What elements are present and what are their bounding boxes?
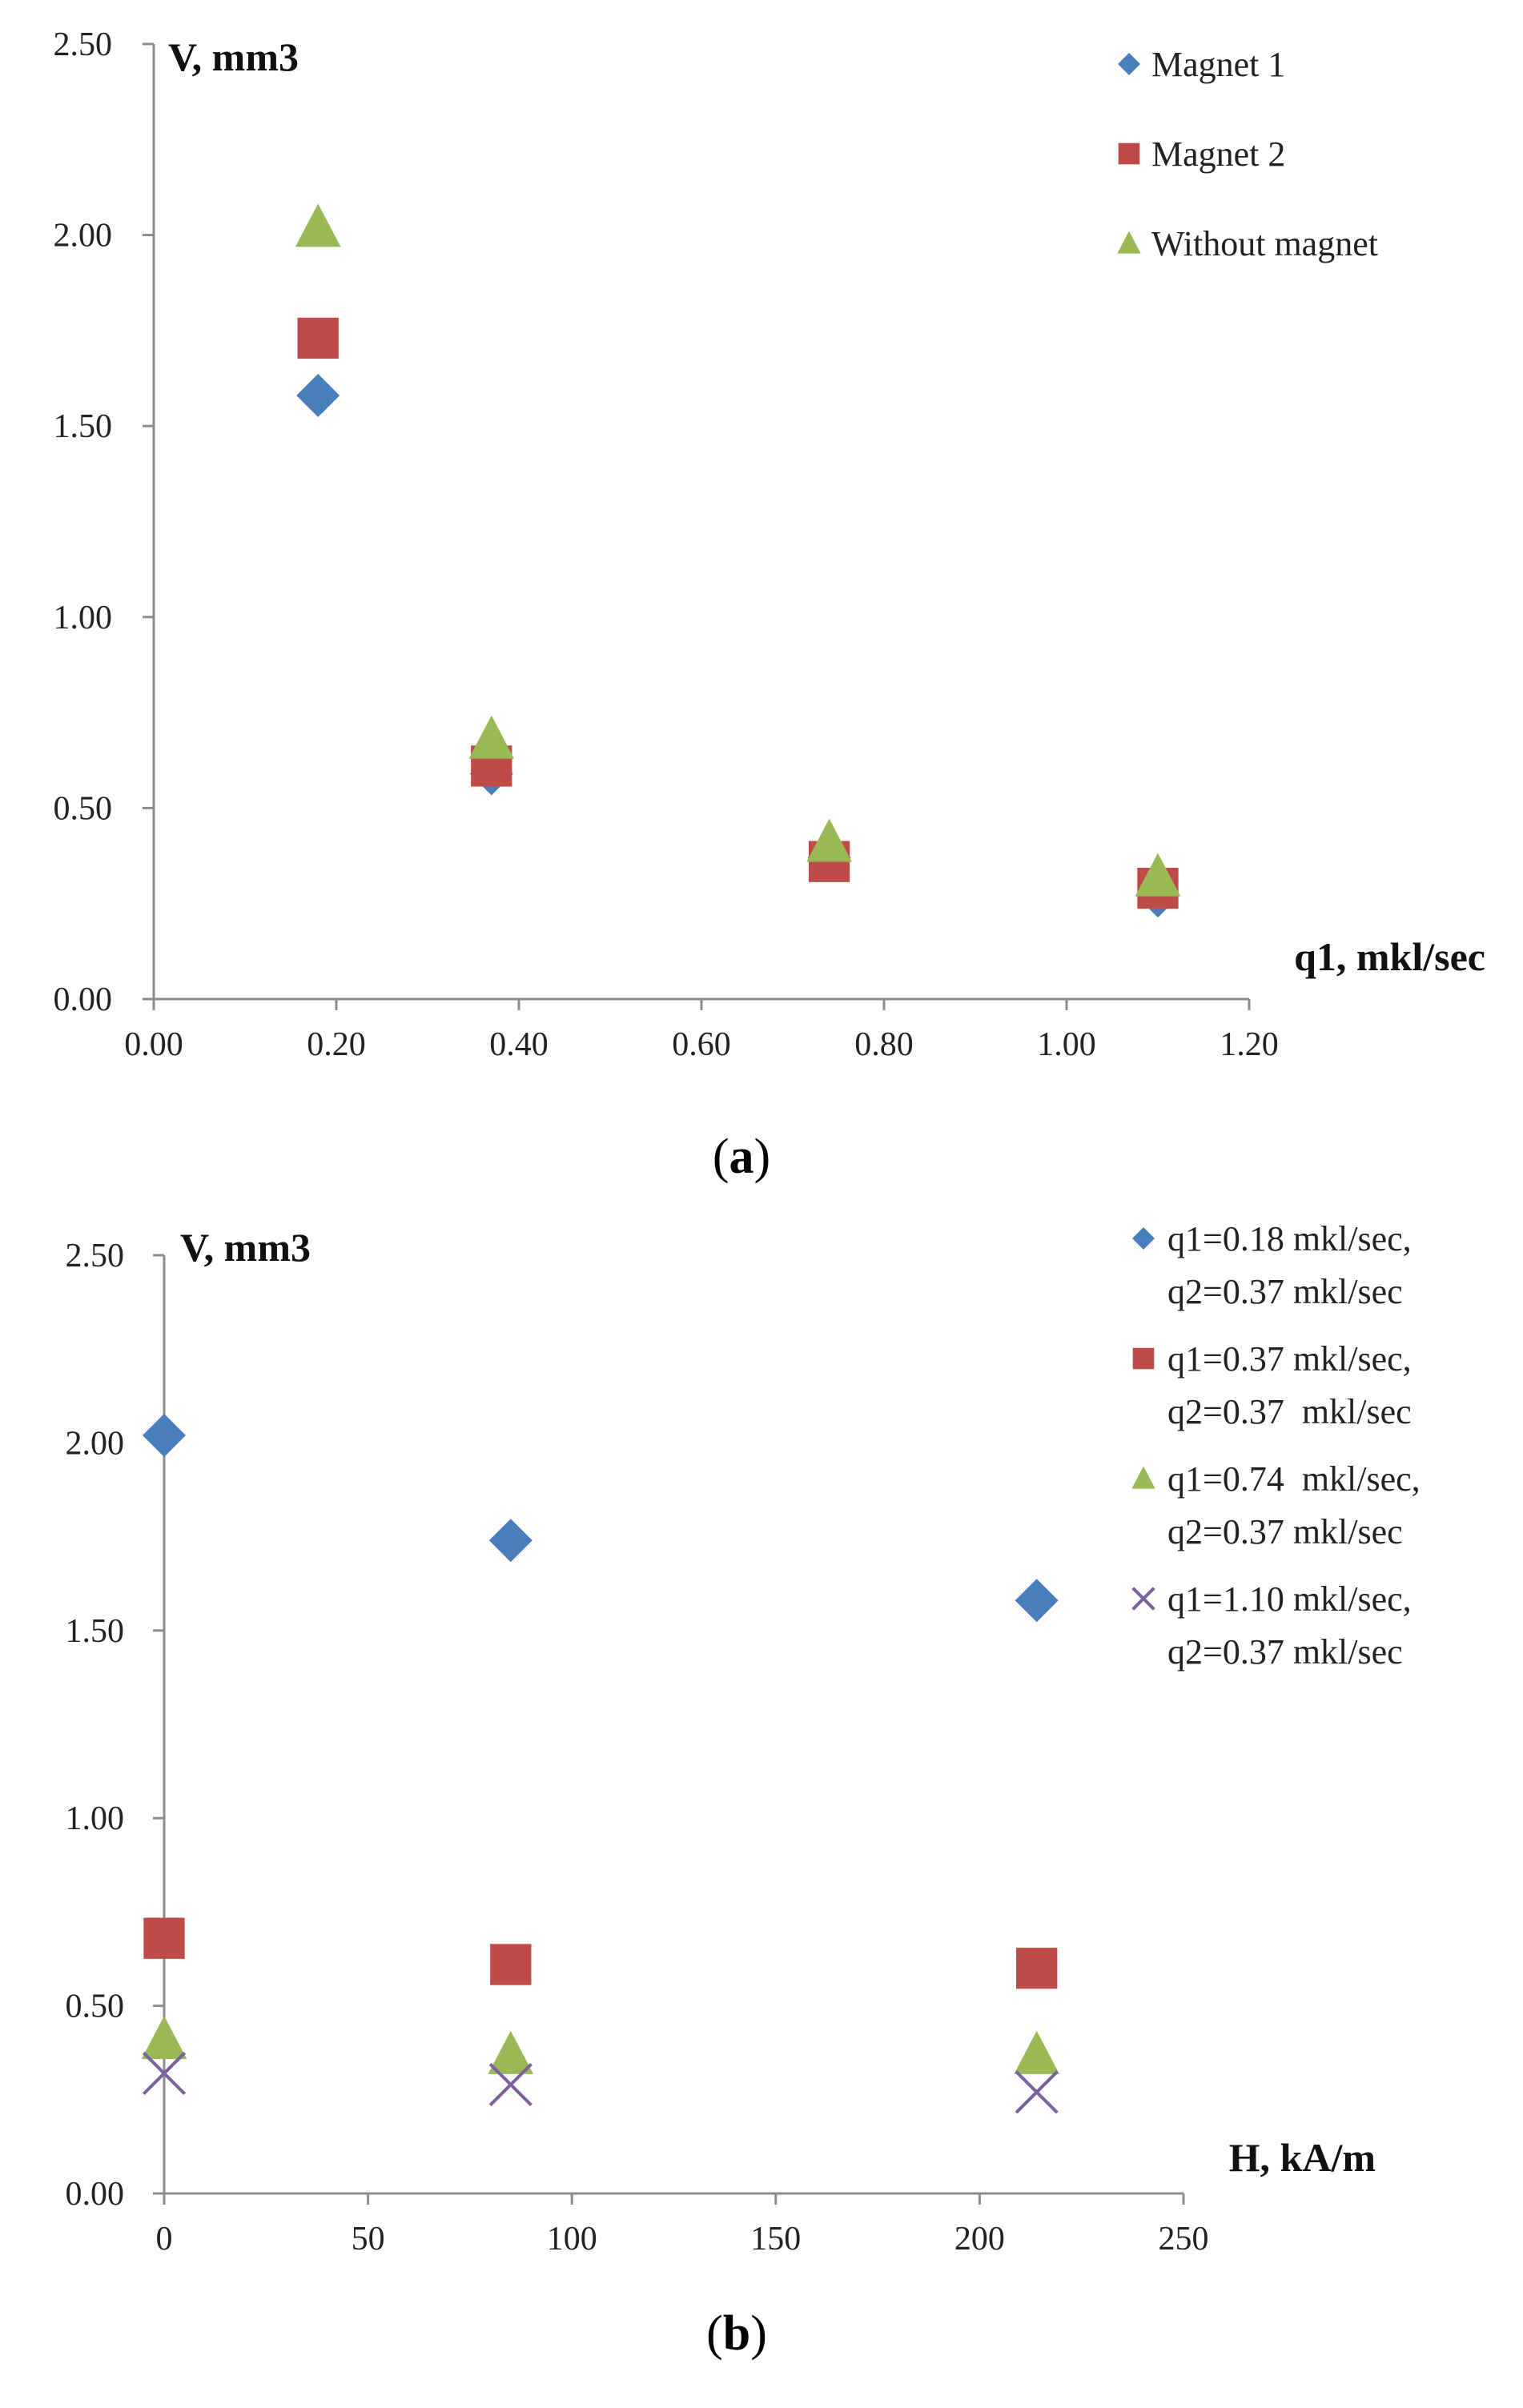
legend-marker <box>1117 231 1141 254</box>
x-tick-label: 150 <box>750 2221 801 2258</box>
legend-label: q1=1.10 mkl/sec, <box>1167 1579 1412 1619</box>
chart-panel-a: 0.00 0.50 1.00 1.50 2.00 2.50 0.00 0.20 0.40 0.60… <box>54 26 1486 1184</box>
y-tick-label: 2.00 <box>66 1425 125 1462</box>
data-point <box>1016 1948 1058 1989</box>
y-tick-label: 0.00 <box>54 981 113 1018</box>
data-point <box>488 2030 534 2074</box>
legend-label: Magnet 1 <box>1151 45 1285 84</box>
legend-label: q2=0.37 mkl/sec <box>1167 1632 1403 1672</box>
series-0 <box>296 374 1179 918</box>
series-2 <box>141 2016 1060 2074</box>
y-axis-title: V, mm3 <box>168 34 299 79</box>
y-tick-label: 1.50 <box>54 408 113 445</box>
data-point <box>297 317 339 359</box>
series-1 <box>297 317 1179 909</box>
legend-marker <box>1132 1227 1155 1250</box>
legend-marker <box>1118 53 1140 75</box>
data-point <box>1015 1579 1059 1623</box>
legend-label: q2=0.37 mkl/sec <box>1167 1392 1412 1431</box>
data-point <box>1135 853 1181 897</box>
legend-label: q2=0.37 mkl/sec <box>1167 1512 1403 1551</box>
x-tick-label: 100 <box>547 2221 597 2258</box>
legend-marker <box>1132 1347 1155 1370</box>
x-axis-title: H, kA/m <box>1229 2135 1376 2180</box>
legend-marker <box>1131 1587 1155 1611</box>
y-tick-label: 2.50 <box>54 26 113 63</box>
x-tick-label: 0.20 <box>307 1026 366 1063</box>
panel-label: (b) <box>706 2306 767 2361</box>
x-axis-title: q1, mkl/sec <box>1294 934 1485 979</box>
y-tick-label: 2.00 <box>54 218 113 255</box>
x-tick-label: 1.20 <box>1220 1026 1279 1063</box>
x-tick-label: 0 <box>156 2221 173 2258</box>
y-tick-label: 0.50 <box>54 790 113 827</box>
x-tick-label: 0.80 <box>854 1026 914 1063</box>
data-point <box>490 1944 532 1985</box>
data-point <box>141 2016 187 2060</box>
chart-panel-b: 0.00 0.50 1.00 1.50 2.00 2.50 0 50 100 150 200 250 V… <box>66 1219 1421 2361</box>
data-point <box>1014 2030 1060 2074</box>
data-point <box>142 2051 187 2096</box>
data-point <box>488 1519 532 1563</box>
legend-marker <box>1118 142 1140 165</box>
y-axis-title: V, mm3 <box>180 1225 311 1270</box>
y-tick-label: 1.50 <box>66 1613 125 1650</box>
data-point <box>143 1414 186 1458</box>
x-tick-label: 250 <box>1159 2221 1209 2258</box>
data-point <box>143 1917 185 1959</box>
series-1 <box>143 1917 1058 1989</box>
data-point <box>488 2062 532 2107</box>
y-tick-label: 1.00 <box>66 1800 125 1837</box>
data-point <box>468 715 515 759</box>
legend-label: q1=0.37 mkl/sec, <box>1167 1339 1412 1379</box>
panel-label: (a) <box>713 1130 770 1184</box>
legend-label: q1=0.74 mkl/sec, <box>1167 1459 1421 1499</box>
data-point <box>295 203 341 247</box>
x-tick-label: 200 <box>954 2221 1005 2258</box>
series-3 <box>142 2051 1059 2114</box>
legend: Magnet 1 Magnet 2 Without magnet <box>1117 45 1378 263</box>
series-2 <box>295 203 1181 897</box>
legend-label: q2=0.37 mkl/sec <box>1167 1272 1403 1311</box>
legend-label: Without magnet <box>1151 224 1378 263</box>
y-tick-label: 0.00 <box>66 2176 125 2213</box>
x-tick-label: 0.60 <box>672 1026 731 1063</box>
x-tick-label: 1.00 <box>1037 1026 1096 1063</box>
y-tick-label: 1.00 <box>54 600 113 636</box>
legend: q1=0.18 mkl/sec, q2=0.37 mkl/sec q1=0.37 m… <box>1131 1219 1421 1672</box>
data-point <box>296 374 340 418</box>
y-tick-label: 0.50 <box>66 1989 125 2025</box>
legend-marker <box>1131 1466 1155 1489</box>
data-point <box>1015 2070 1059 2114</box>
x-tick-label: 0.40 <box>489 1026 549 1063</box>
series-0 <box>143 1414 1059 1623</box>
x-tick-label: 0.00 <box>124 1026 183 1063</box>
legend-label: q1=0.18 mkl/sec, <box>1167 1219 1412 1258</box>
y-tick-label: 2.50 <box>66 1238 125 1274</box>
data-point <box>806 818 852 862</box>
legend-label: Magnet 2 <box>1151 134 1285 174</box>
x-tick-label: 50 <box>352 2221 385 2258</box>
